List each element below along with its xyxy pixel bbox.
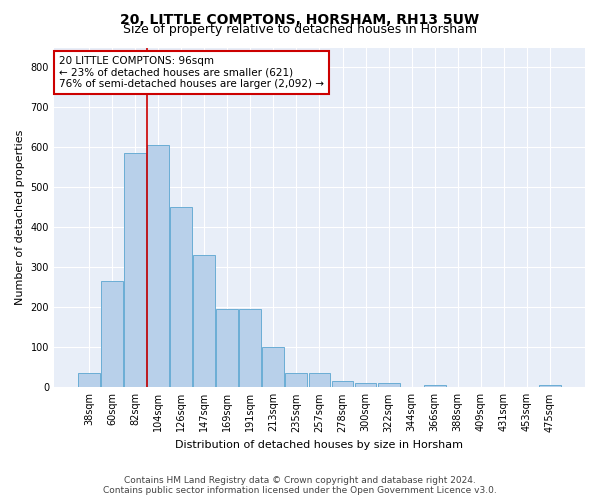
Bar [124,154,146,388]
Bar [193,256,215,388]
Bar [424,384,446,388]
Bar [332,382,353,388]
Bar [355,382,376,388]
Text: Size of property relative to detached houses in Horsham: Size of property relative to detached ho… [123,24,477,36]
Text: Contains HM Land Registry data © Crown copyright and database right 2024.
Contai: Contains HM Land Registry data © Crown c… [103,476,497,495]
Bar [308,374,331,388]
Bar [217,310,238,388]
Bar [286,372,307,388]
X-axis label: Distribution of detached houses by size in Horsham: Distribution of detached houses by size … [175,440,463,450]
Bar [262,348,284,388]
Text: 20, LITTLE COMPTONS, HORSHAM, RH13 5UW: 20, LITTLE COMPTONS, HORSHAM, RH13 5UW [121,12,479,26]
Bar [101,282,123,388]
Y-axis label: Number of detached properties: Number of detached properties [15,130,25,305]
Text: 20 LITTLE COMPTONS: 96sqm
← 23% of detached houses are smaller (621)
76% of semi: 20 LITTLE COMPTONS: 96sqm ← 23% of detac… [59,56,324,89]
Bar [170,208,192,388]
Bar [239,310,261,388]
Bar [539,384,561,388]
Bar [377,384,400,388]
Bar [78,372,100,388]
Bar [147,146,169,388]
